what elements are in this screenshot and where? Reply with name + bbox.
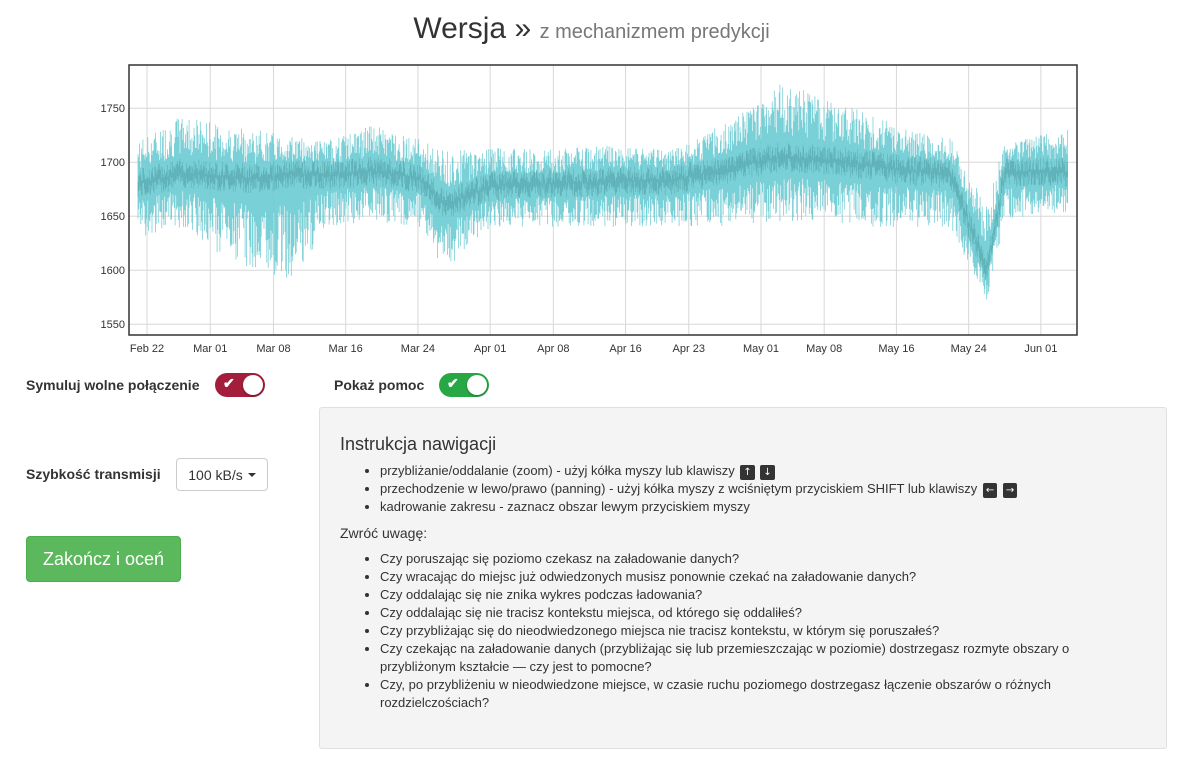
list-item: kadrowanie zakresu - zaznacz obszar lewy…	[380, 498, 1146, 516]
slow-connection-label: Symuluj wolne połączenie	[26, 377, 200, 393]
y-tick-label: 1650	[101, 211, 125, 223]
x-tick-label: Apr 08	[537, 343, 569, 355]
check-icon: ✔	[223, 375, 235, 391]
x-tick-label: Apr 16	[609, 343, 641, 355]
plot-frame	[128, 64, 1078, 336]
x-tick-label: Mar 08	[256, 343, 290, 355]
toggle-knob	[243, 375, 263, 395]
list-item: Czy czekając na załadowanie danych (przy…	[380, 640, 1146, 676]
arrow-right-key-icon: →	[1002, 483, 1018, 498]
x-tick-label: Mar 16	[329, 343, 363, 355]
x-tick-label: Apr 01	[474, 343, 506, 355]
list-item: Czy wracając do miejsc już odwiedzonych …	[380, 568, 1146, 586]
x-tick-label: Feb 22	[130, 343, 164, 355]
caret-down-icon	[247, 472, 256, 477]
nav-item-zoom-text: przybliżanie/oddalanie (zoom) - użyj kół…	[380, 463, 735, 478]
list-item: Czy poruszając się poziomo czekasz na za…	[380, 550, 1146, 568]
arrow-up-key-icon: ↑	[740, 465, 755, 480]
show-help-label: Pokaż pomoc	[334, 377, 425, 393]
page-title: Wersja » z mechanizmem predykcji	[0, 12, 1183, 46]
list-item: przechodzenie w lewo/prawo (panning) - u…	[380, 480, 1146, 498]
x-tick-label: Mar 01	[193, 343, 227, 355]
slow-connection-toggle[interactable]: ✔	[215, 373, 265, 397]
questions-list: Czy poruszając się poziomo czekasz na za…	[340, 550, 1146, 712]
x-tick-label: Jun 01	[1024, 343, 1057, 355]
check-icon: ✔	[447, 375, 459, 391]
y-tick-label: 1700	[101, 157, 125, 169]
x-tick-label: May 01	[743, 343, 779, 355]
arrow-down-key-icon: ↓	[760, 465, 775, 480]
series-core	[137, 143, 1068, 281]
nav-instructions-list: przybliżanie/oddalanie (zoom) - użyj kół…	[340, 462, 1146, 516]
speed-select-value: 100 kB/s	[188, 466, 243, 483]
help-panel: Instrukcja nawigacji przybliżanie/oddala…	[319, 407, 1167, 749]
arrow-left-key-icon: ←	[982, 483, 998, 498]
y-tick-label: 1750	[101, 103, 125, 115]
time-series-chart[interactable]: 1550 1600 1650 1700 1750 Feb 22 Mar 01 Mar 08 Ma…	[0, 0, 1183, 360]
help-title: Instrukcja nawigacji	[340, 434, 497, 454]
speed-label: Szybkość transmisji	[26, 466, 161, 482]
list-item: Czy, po przybliżeniu w nieodwiedzone mie…	[380, 676, 1146, 712]
list-item: przybliżanie/oddalanie (zoom) - użyj kół…	[380, 462, 1146, 480]
title-subtitle: z mechanizmem predykcji	[539, 21, 770, 43]
speed-select[interactable]: 100 kB/s	[176, 458, 268, 491]
list-item: Czy przybliżając się do nieodwiedzonego …	[380, 622, 1146, 640]
x-tick-label: May 16	[878, 343, 914, 355]
toggle-knob	[467, 375, 487, 395]
y-tick-label: 1600	[101, 265, 125, 277]
show-help-toggle[interactable]: ✔	[439, 373, 489, 397]
series-band	[137, 84, 1068, 300]
x-tick-label: May 24	[951, 343, 987, 355]
x-tick-label: May 08	[806, 343, 842, 355]
help-note: Zwróć uwagę:	[340, 525, 428, 541]
list-item: Czy oddalając się nie znika wykres podcz…	[380, 586, 1146, 604]
list-item: Czy oddalając się nie tracisz kontekstu …	[380, 604, 1146, 622]
x-tick-label: Mar 24	[401, 343, 435, 355]
y-tick-label: 1550	[101, 319, 125, 331]
title-main: Wersja »	[413, 12, 532, 45]
nav-item-pan-text: przechodzenie w lewo/prawo (panning) - u…	[380, 481, 978, 496]
nav-item-crop-text: kadrowanie zakresu - zaznacz obszar lewy…	[380, 499, 750, 514]
x-tick-label: Apr 23	[673, 343, 705, 355]
finish-button[interactable]: Zakończ i oceń	[26, 536, 181, 582]
